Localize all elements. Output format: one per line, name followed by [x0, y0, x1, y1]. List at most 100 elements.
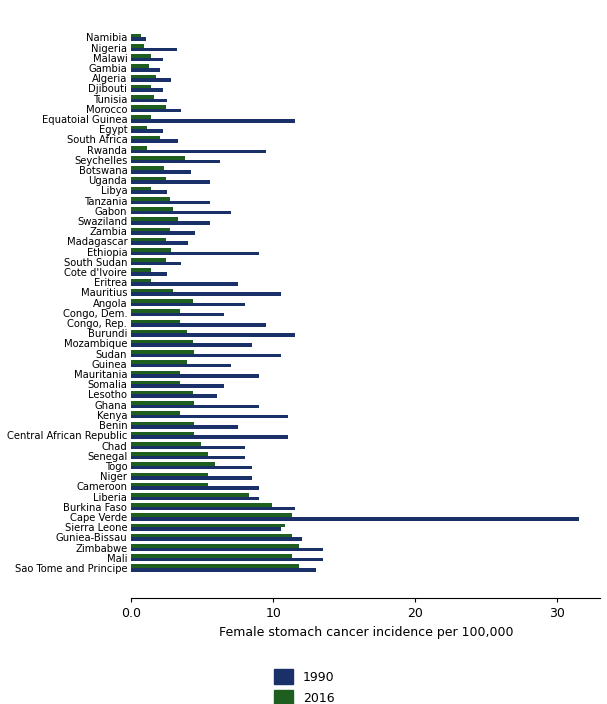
Bar [132, 75, 155, 78]
Bar [132, 313, 224, 316]
Bar [132, 507, 295, 510]
Bar [132, 425, 238, 429]
Bar [132, 381, 180, 384]
Bar [132, 248, 171, 251]
Bar [132, 374, 259, 377]
Bar [132, 125, 147, 130]
Bar [132, 303, 245, 306]
Bar [132, 89, 163, 92]
Bar [132, 227, 170, 231]
Bar [132, 268, 151, 272]
Bar [132, 513, 292, 517]
Bar [132, 37, 146, 41]
Bar [132, 568, 316, 572]
Bar [132, 353, 280, 357]
Bar [132, 309, 180, 313]
Bar [132, 534, 292, 537]
Bar [132, 323, 266, 327]
Bar [132, 150, 266, 153]
Bar [132, 191, 167, 194]
Bar [132, 207, 172, 210]
Bar [132, 221, 209, 225]
Bar [132, 241, 188, 245]
Bar [132, 333, 295, 337]
Bar [132, 452, 208, 455]
Bar [132, 554, 292, 558]
Bar [132, 251, 259, 256]
Bar [132, 65, 149, 68]
Bar [132, 558, 323, 561]
Bar [132, 180, 209, 184]
Bar [132, 401, 194, 405]
Bar [132, 258, 166, 262]
Bar [132, 405, 259, 408]
Bar [132, 299, 192, 303]
Bar [132, 476, 252, 479]
Bar [132, 503, 272, 507]
Bar [132, 350, 194, 353]
Bar [132, 463, 215, 466]
Bar [132, 210, 231, 215]
Bar [132, 34, 141, 37]
Bar [132, 384, 224, 388]
Bar [132, 130, 163, 133]
Bar [132, 411, 180, 415]
Bar [132, 218, 178, 221]
Bar [132, 272, 167, 276]
Bar [132, 472, 208, 476]
Bar [132, 85, 151, 89]
Bar [132, 197, 170, 201]
Bar [132, 524, 285, 527]
Bar [132, 48, 177, 51]
Bar [132, 187, 151, 191]
Bar [132, 289, 172, 292]
Bar [132, 99, 167, 102]
Bar [132, 201, 209, 204]
Bar [132, 166, 164, 170]
Bar [132, 422, 194, 425]
Bar [132, 292, 280, 296]
Bar [132, 394, 217, 398]
Bar [132, 146, 147, 150]
Bar [132, 177, 166, 180]
Bar [132, 156, 186, 160]
Bar [132, 466, 252, 470]
Legend: 1990, 2016: 1990, 2016 [269, 664, 339, 704]
Bar [132, 329, 187, 333]
Bar [132, 109, 181, 113]
Bar [132, 432, 194, 435]
Bar [132, 537, 302, 541]
Bar [132, 370, 180, 374]
Bar [132, 54, 151, 58]
Bar [132, 455, 245, 459]
Bar [132, 493, 249, 496]
Bar [132, 44, 144, 48]
Bar [132, 78, 171, 82]
Bar [132, 160, 220, 163]
Bar [132, 139, 178, 143]
Bar [132, 544, 299, 548]
Bar [132, 360, 187, 364]
Bar [132, 527, 280, 531]
Bar [132, 95, 154, 99]
Bar [132, 262, 181, 265]
Bar [132, 115, 151, 119]
X-axis label: Female stomach cancer incidence per 100,000: Female stomach cancer incidence per 100,… [219, 626, 513, 639]
Bar [132, 279, 151, 282]
Bar [132, 435, 288, 439]
Bar [132, 106, 166, 109]
Bar [132, 68, 160, 72]
Bar [132, 320, 180, 323]
Bar [132, 483, 208, 486]
Bar [132, 496, 259, 500]
Bar [132, 486, 259, 490]
Bar [132, 170, 191, 174]
Bar [132, 391, 192, 394]
Bar [132, 415, 288, 418]
Bar [132, 58, 163, 61]
Bar [132, 565, 299, 568]
Bar [132, 517, 578, 520]
Bar [132, 238, 166, 241]
Bar [132, 344, 252, 347]
Bar [132, 446, 245, 449]
